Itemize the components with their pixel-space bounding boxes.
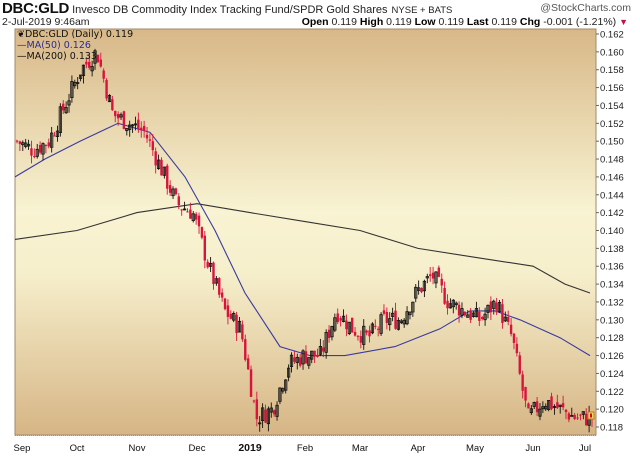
legend-ma200-text: MA(200) 0.133 (26, 51, 97, 62)
candlesticks (15, 48, 594, 433)
svg-text:0.152: 0.152 (600, 119, 624, 130)
chart-title-row: DBC:GLD Invesco DB Commodity Index Tracki… (2, 0, 638, 17)
svg-text:0.130: 0.130 (600, 315, 624, 326)
svg-text:0.136: 0.136 (600, 262, 624, 273)
svg-text:Mar: Mar (352, 443, 368, 454)
datetime-label: 2-Jul-2019 9:46am (2, 16, 90, 28)
open-label: Open (301, 16, 329, 28)
svg-text:0.162: 0.162 (600, 30, 624, 41)
open-value: 0.119 (331, 16, 357, 28)
security-name: Invesco DB Commodity Index Tracking Fund… (72, 4, 388, 16)
legend-price: ❦DBC:GLD (Daily) 0.119 (17, 29, 134, 40)
symbol-label: DBC:GLD (2, 0, 70, 17)
svg-text:0.156: 0.156 (600, 83, 624, 94)
down-arrow-icon: ▼ (619, 17, 628, 27)
y-axis: 0.162 0.160 0.158 0.156 0.154 0.152 0.150 0.148… (596, 30, 624, 434)
svg-text:0.128: 0.128 (600, 333, 624, 344)
svg-text:0.140: 0.140 (600, 226, 624, 237)
svg-text:0.144: 0.144 (600, 190, 624, 201)
svg-text:0.138: 0.138 (600, 244, 624, 255)
high-value: 0.119 (386, 16, 412, 28)
chg-label: Chg (519, 16, 541, 28)
svg-text:Apr: Apr (411, 443, 426, 454)
svg-text:0.154: 0.154 (600, 101, 624, 112)
svg-text:0.150: 0.150 (600, 137, 624, 148)
last-label: Last (466, 16, 489, 28)
low-value: 0.119 (438, 16, 465, 28)
copyright-label: @StockCharts.com (540, 2, 631, 14)
last-value: 0.119 (491, 16, 517, 28)
legend-ma200: —MA(200) 0.133 (17, 51, 97, 62)
svg-text:May: May (466, 443, 484, 454)
svg-text:0.134: 0.134 (600, 280, 624, 291)
quote-row: 2-Jul-2019 9:46am Open 0.119 High 0.119 … (2, 16, 638, 29)
svg-text:Jun: Jun (525, 443, 540, 454)
svg-text:Feb: Feb (297, 443, 313, 454)
svg-text:0.148: 0.148 (600, 155, 624, 166)
svg-text:0.142: 0.142 (600, 208, 624, 219)
chg-value: -0.001 (-1.21%) (543, 16, 617, 28)
svg-text:0.120: 0.120 (600, 405, 624, 416)
legend-ma50: —MA(50) 0.126 (17, 40, 91, 51)
svg-text:Jul: Jul (579, 443, 591, 454)
legend-price-text: DBC:GLD (Daily) 0.119 (24, 29, 134, 40)
svg-text:Dec: Dec (189, 443, 206, 454)
low-label: Low (414, 16, 436, 28)
svg-text:0.146: 0.146 (600, 172, 624, 183)
svg-text:2019: 2019 (238, 442, 262, 454)
svg-text:Sep: Sep (14, 443, 31, 454)
svg-text:0.118: 0.118 (600, 423, 623, 434)
svg-text:0.132: 0.132 (600, 297, 624, 308)
ma200-line (14, 203, 591, 294)
legend-ma50-text: MA(50) 0.126 (26, 40, 91, 51)
svg-text:Nov: Nov (129, 443, 146, 454)
exchange-label: NYSE + BATS (391, 5, 453, 16)
svg-text:0.122: 0.122 (600, 387, 624, 398)
svg-text:0.158: 0.158 (600, 65, 624, 76)
plot-area (14, 28, 597, 436)
x-axis: Sep Oct Nov Dec 2019 Feb Mar Apr May Jun Jul (14, 442, 592, 454)
quote-summary: Open 0.119 High 0.119 Low 0.119 Last 0.1… (302, 16, 628, 28)
svg-text:0.126: 0.126 (600, 351, 624, 362)
svg-text:Oct: Oct (70, 443, 85, 454)
chart-legend: ❦DBC:GLD (Daily) 0.119 —MA(50) 0.126 —MA… (17, 29, 133, 62)
high-label: High (359, 16, 384, 28)
svg-text:0.124: 0.124 (600, 369, 624, 380)
svg-text:0.160: 0.160 (600, 47, 624, 58)
